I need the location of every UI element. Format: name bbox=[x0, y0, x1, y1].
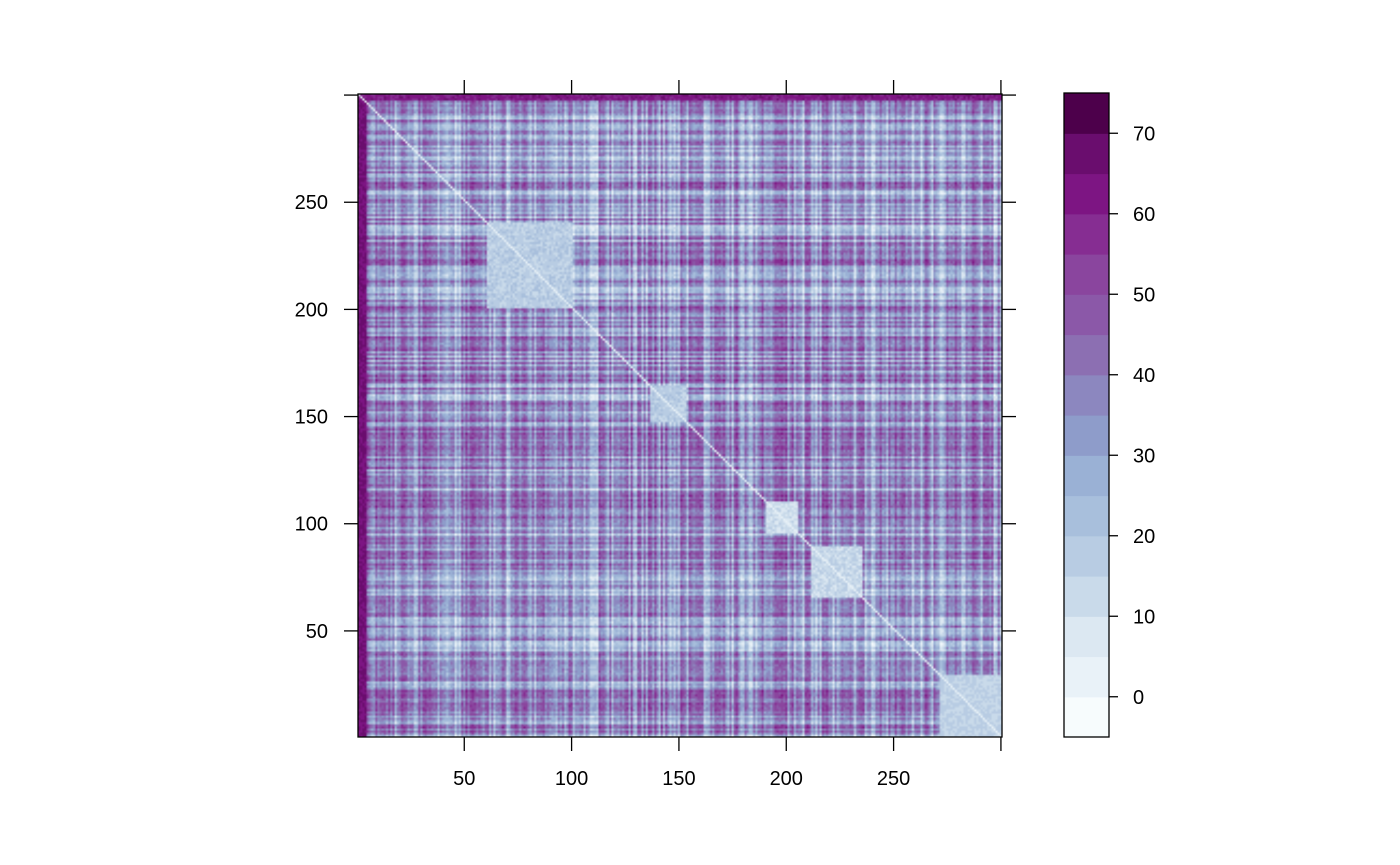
x-tick-label: 100 bbox=[555, 768, 588, 790]
x-axis-bottom: 50 100 150 200 250 bbox=[453, 737, 1002, 790]
colorbar-tick-label: 10 bbox=[1133, 606, 1155, 628]
colorbar-swatch bbox=[1064, 213, 1109, 255]
colorbar-tick-label: 70 bbox=[1133, 123, 1155, 145]
colorbar-swatch bbox=[1064, 254, 1109, 295]
colorbar-swatch bbox=[1064, 334, 1109, 376]
colorbar-swatch bbox=[1064, 495, 1109, 537]
y-tick-label: 250 bbox=[295, 192, 328, 214]
y-axis-right bbox=[1002, 94, 1016, 632]
colorbar-swatch bbox=[1064, 294, 1109, 336]
y-axis-left: 50 100 150 200 250 bbox=[295, 94, 358, 643]
colorbar-tick-label: 40 bbox=[1133, 365, 1155, 387]
colorbar-tick-label: 0 bbox=[1133, 687, 1144, 709]
x-tick-label: 150 bbox=[662, 768, 695, 790]
x-tick-label: 50 bbox=[453, 768, 475, 790]
x-axis-top bbox=[463, 80, 1002, 94]
y-tick-label: 100 bbox=[295, 514, 328, 536]
colorbar-swatch bbox=[1064, 576, 1109, 617]
colorbar-swatch bbox=[1064, 93, 1109, 134]
colorbar-tick-label: 20 bbox=[1133, 526, 1155, 548]
panel-border bbox=[357, 93, 1003, 738]
x-tick-label: 200 bbox=[770, 768, 803, 790]
colorbar-tick-label: 50 bbox=[1133, 284, 1155, 306]
colorbar-swatch bbox=[1064, 455, 1109, 497]
y-tick-label: 200 bbox=[295, 299, 328, 321]
colorbar-swatch bbox=[1064, 415, 1109, 456]
colorbar-tick-label: 60 bbox=[1133, 204, 1155, 226]
y-tick-label: 50 bbox=[306, 621, 328, 643]
x-tick-label: 250 bbox=[877, 768, 910, 790]
colorbar-swatch bbox=[1064, 656, 1109, 698]
colorbar-border bbox=[1063, 92, 1110, 738]
colorbar-swatch bbox=[1064, 696, 1109, 738]
colorbar-swatch bbox=[1064, 133, 1109, 175]
heatmap-cells bbox=[358, 94, 1002, 737]
colorbar-swatch bbox=[1064, 535, 1109, 577]
colorbar: 0 10 20 30 40 50 60 70 bbox=[1063, 92, 1155, 738]
colorbar-swatch bbox=[1064, 173, 1109, 215]
y-tick-label: 150 bbox=[295, 407, 328, 429]
heatmap-panel bbox=[357, 93, 1003, 738]
colorbar-swatch bbox=[1064, 374, 1109, 416]
colorbar-tick-label: 30 bbox=[1133, 445, 1155, 467]
colorbar-swatch bbox=[1064, 616, 1109, 658]
